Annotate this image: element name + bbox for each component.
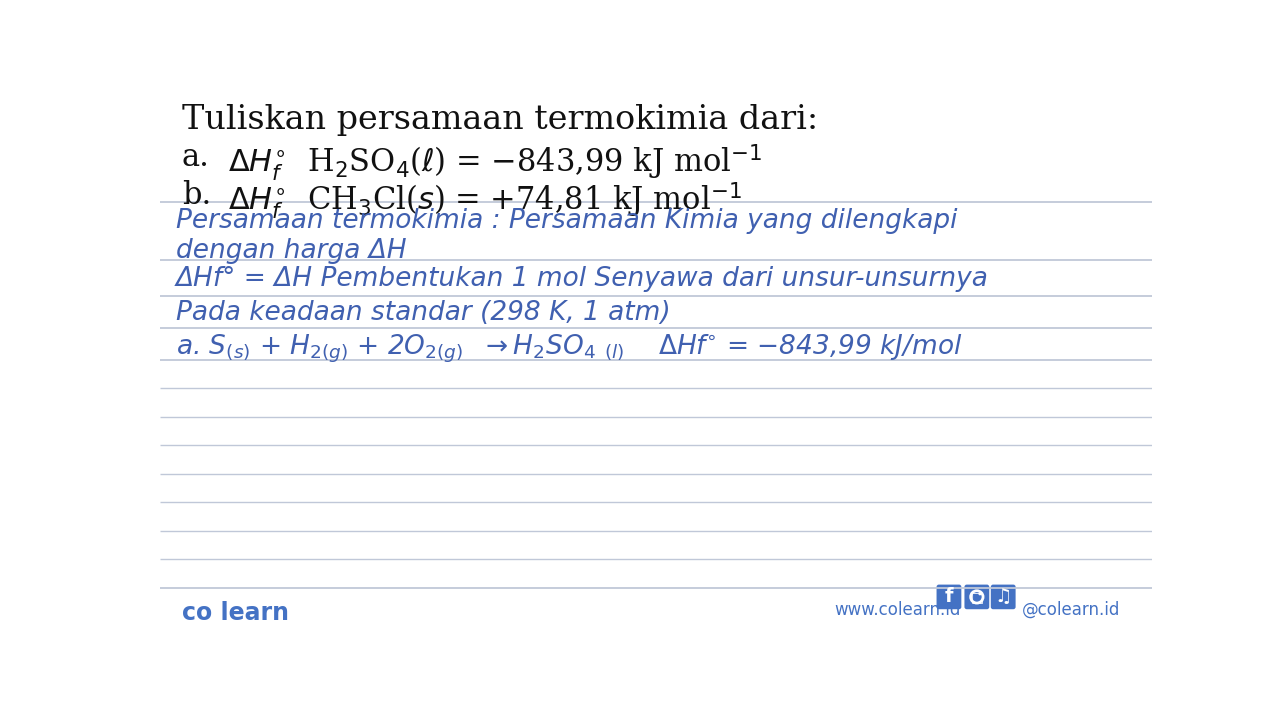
Text: a.: a.	[182, 142, 210, 173]
Text: dengan harga ΔH: dengan harga ΔH	[175, 238, 406, 264]
Text: ΔHf° = ΔH Pembentukan 1 mol Senyawa dari unsur-unsurnya: ΔHf° = ΔH Pembentukan 1 mol Senyawa dari…	[175, 266, 988, 292]
Text: Persamaan termokimia : Persamaan Kimia yang dilengkapi: Persamaan termokimia : Persamaan Kimia y…	[175, 208, 957, 234]
Text: □: □	[970, 590, 983, 604]
Circle shape	[978, 593, 982, 595]
FancyBboxPatch shape	[964, 585, 989, 609]
FancyBboxPatch shape	[937, 585, 961, 609]
Text: $\Delta H^{\circ}_{f}$  H$_{2}$SO$_{4}$($\it{\ell}$) = $-$843,99 kJ mol$^{-1}$: $\Delta H^{\circ}_{f}$ H$_{2}$SO$_{4}$($…	[228, 142, 762, 183]
Text: $\Delta H^{\circ}_{f}$  CH$_{3}$Cl($\it{s}$) = $+$74,81 kJ mol$^{-1}$: $\Delta H^{\circ}_{f}$ CH$_{3}$Cl($\it{s…	[228, 180, 742, 221]
Text: Tuliskan persamaan termokimia dari:: Tuliskan persamaan termokimia dari:	[182, 104, 818, 136]
Text: f: f	[945, 588, 954, 606]
Text: @colearn.id: @colearn.id	[1021, 600, 1120, 618]
Text: ♫: ♫	[995, 588, 1012, 606]
Text: b.: b.	[182, 180, 211, 212]
Text: Pada keadaan standar (298 K, 1 atm): Pada keadaan standar (298 K, 1 atm)	[175, 300, 671, 326]
FancyBboxPatch shape	[991, 585, 1015, 609]
Text: co learn: co learn	[182, 600, 289, 625]
Text: www.colearn.id: www.colearn.id	[835, 600, 960, 618]
Text: a. S$_{(s)}$ + H$_{2(g)}$ + 2O$_{2(g)}$  $\rightarrow$H$_{2}$SO$_{4}$ $_{(l)}$  : a. S$_{(s)}$ + H$_{2(g)}$ + 2O$_{2(g)}$ …	[175, 333, 961, 365]
